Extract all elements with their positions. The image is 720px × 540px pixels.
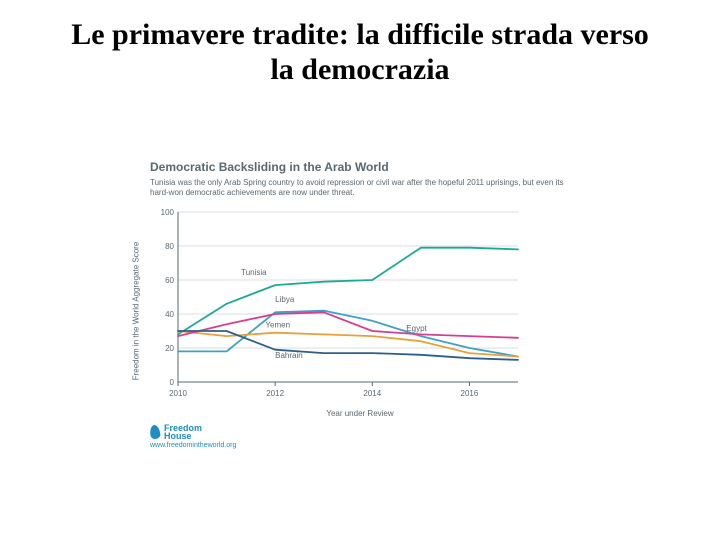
svg-text:Egypt: Egypt — [406, 324, 427, 333]
flame-icon — [149, 424, 161, 439]
branding: Freedom House — [150, 424, 570, 440]
svg-text:Yemen: Yemen — [265, 321, 290, 330]
svg-text:2014: 2014 — [363, 389, 381, 398]
svg-text:40: 40 — [165, 310, 174, 319]
chart-subtitle: Tunisia was the only Arab Spring country… — [150, 178, 570, 198]
svg-text:2012: 2012 — [266, 389, 284, 398]
slide: Le primavere tradite: la difficile strad… — [0, 0, 720, 540]
chart-title: Democratic Backsliding in the Arab World — [150, 160, 570, 174]
line-chart-svg: 0 20 40 60 80 100 2010 2012 2014 2016 Tunisia Libya… — [150, 204, 528, 402]
svg-text:Tunisia: Tunisia — [241, 268, 267, 277]
svg-text:100: 100 — [161, 208, 175, 217]
svg-text:0: 0 — [170, 378, 175, 387]
svg-text:Bahrain: Bahrain — [275, 351, 303, 360]
svg-text:80: 80 — [165, 242, 174, 251]
svg-text:2016: 2016 — [461, 389, 479, 398]
branding-bottom: House — [164, 432, 202, 440]
slide-title: Le primavere tradite: la difficile strad… — [0, 0, 720, 87]
branding-text: Freedom House — [164, 424, 202, 440]
chart-plot: Freedom in the World Aggregate Score 020… — [150, 204, 570, 418]
svg-text:60: 60 — [165, 276, 174, 285]
y-axis-label: Freedom in the World Aggregate Score — [132, 242, 141, 381]
x-axis-label: Year under Review — [150, 409, 570, 418]
chart-card: Democratic Backsliding in the Arab World… — [150, 160, 570, 449]
svg-text:2010: 2010 — [169, 389, 187, 398]
svg-text:20: 20 — [165, 344, 174, 353]
svg-text:Libya: Libya — [275, 295, 295, 304]
branding-url: www.freedomintheworld.org — [150, 442, 570, 449]
